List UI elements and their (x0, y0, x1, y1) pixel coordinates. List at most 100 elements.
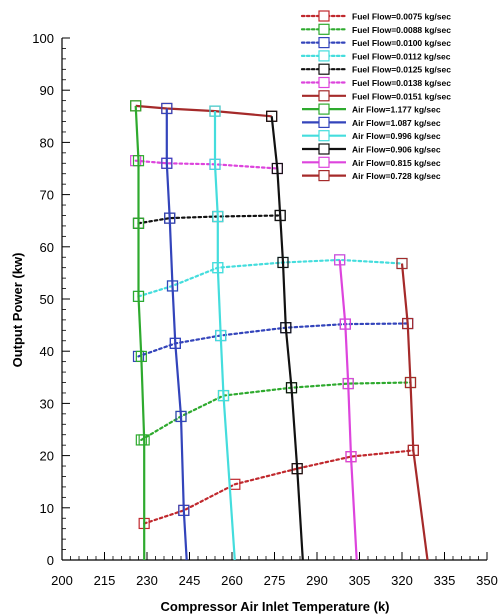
data-point (217, 389, 230, 402)
legend-marker (318, 143, 330, 155)
series-line (143, 449, 415, 525)
series-4 (132, 254, 408, 302)
data-point (164, 212, 176, 224)
series-line (137, 322, 409, 358)
legend-label: Fuel Flow=0.0112 kg/sec (352, 51, 451, 61)
data-point (169, 337, 181, 349)
data-point (175, 410, 187, 423)
y-axis-label: Output Power (kw) (10, 253, 25, 368)
y-tick-label: 70 (40, 188, 54, 203)
legend-label: Air Flow=0.815 kg/sec (352, 158, 441, 168)
legend-label: Fuel Flow=0.0151 kg/sec (352, 91, 451, 101)
data-point (132, 217, 145, 229)
y-tick-label: 90 (40, 83, 54, 98)
series-line (137, 258, 404, 298)
x-tick-label: 350 (476, 573, 498, 588)
y-tick-label: 0 (47, 553, 54, 568)
series-line (165, 108, 188, 561)
x-axis-label: Compressor Air Inlet Temperature (k) (161, 599, 390, 614)
y-tick-label: 50 (40, 292, 54, 307)
data-point (285, 382, 298, 394)
data-point (274, 209, 286, 222)
data-point (132, 290, 145, 302)
legend-marker (318, 10, 330, 22)
x-tick-label: 305 (349, 573, 371, 588)
series-line (400, 263, 429, 561)
data-point (166, 280, 179, 292)
series-8 (130, 100, 150, 560)
legend-label: Fuel Flow=0.0138 kg/sec (352, 78, 451, 88)
legend-label: Fuel Flow=0.0100 kg/sec (352, 38, 451, 48)
legend-label: Air Flow=1.087 kg/sec (352, 118, 441, 128)
data-point (130, 100, 142, 112)
legend-item: Fuel Flow=0.0100 kg/sec (300, 36, 451, 49)
data-point (396, 257, 408, 270)
data-point (161, 102, 173, 115)
y-tick-label: 60 (40, 240, 54, 255)
y-tick-label: 40 (40, 344, 54, 359)
series-line (338, 259, 358, 561)
data-point (271, 162, 283, 175)
legend-label: Fuel Flow=0.0125 kg/sec (352, 65, 451, 75)
series-12 (334, 254, 358, 561)
legend-item: Fuel Flow=0.0075 kg/sec (300, 10, 451, 22)
x-tick-label: 215 (94, 573, 116, 588)
y-tick-label: 100 (32, 31, 54, 46)
legend-marker (318, 76, 330, 89)
data-point (212, 210, 224, 223)
x-tick-label: 290 (306, 573, 328, 588)
legend-marker (318, 130, 330, 142)
data-point (280, 322, 292, 334)
legend-label: Air Flow=0.906 kg/sec (352, 145, 441, 155)
data-point (339, 318, 351, 330)
data-point (135, 350, 147, 363)
x-tick-label: 275 (264, 573, 286, 588)
legend-marker (318, 50, 330, 62)
data-point (334, 254, 346, 266)
data-point (345, 451, 357, 463)
x-tick-label: 230 (136, 573, 158, 588)
plot-area: 200 215 230 245 260 275 290 305 320 335 350 0 10 20 30… (32, 31, 498, 588)
legend-item: Air Flow=0.996 kg/sec (302, 130, 441, 142)
data-point (209, 105, 221, 117)
data-point (178, 504, 190, 517)
data-point (161, 157, 173, 169)
legend-item: Air Flow=0.728 kg/sec (302, 170, 441, 182)
x-tick-label: 320 (391, 573, 413, 588)
series-6 (130, 155, 283, 175)
legend-label: Air Flow=0.728 kg/sec (352, 171, 441, 181)
legend-item: Air Flow=1.177 kg/sec (302, 103, 441, 115)
legend-item: Fuel Flow=0.0112 kg/sec (300, 50, 451, 62)
y-tick-label: 30 (40, 396, 54, 411)
data-point (132, 155, 145, 167)
series-layer (130, 100, 429, 561)
data-point (209, 158, 221, 170)
legend-item: Air Flow=1.087 kg/sec (302, 116, 441, 129)
data-point (215, 329, 227, 342)
data-point (212, 262, 224, 274)
y-tick-label: 10 (40, 501, 54, 516)
x-tick-label: 335 (434, 573, 456, 588)
legend-marker (318, 90, 330, 102)
legend-item: Fuel Flow=0.0138 kg/sec (300, 76, 451, 89)
legend-item: Fuel Flow=0.0151 kg/sec (302, 90, 451, 102)
legend-label: Air Flow=0.996 kg/sec (352, 131, 441, 141)
legend-item: Air Flow=0.815 kg/sec (302, 156, 441, 168)
legend-marker (318, 36, 330, 49)
series-line (213, 111, 236, 561)
legend-item: Fuel Flow=0.0125 kg/sec (300, 63, 451, 75)
data-point (402, 317, 414, 330)
data-point (266, 110, 278, 122)
legend: Fuel Flow=0.0075 kg/sec Fuel Flow=0.0088 … (300, 10, 451, 182)
y-tick-label: 20 (40, 449, 54, 464)
legend-label: Fuel Flow=0.0088 kg/sec (352, 25, 451, 35)
legend-label: Fuel Flow=0.0075 kg/sec (352, 12, 451, 22)
legend-marker (318, 103, 330, 115)
data-point (404, 376, 417, 389)
data-point (277, 256, 289, 269)
series-13 (396, 257, 429, 561)
series-line (140, 381, 412, 441)
legend-marker (318, 116, 330, 129)
x-tick-label: 200 (51, 573, 73, 588)
